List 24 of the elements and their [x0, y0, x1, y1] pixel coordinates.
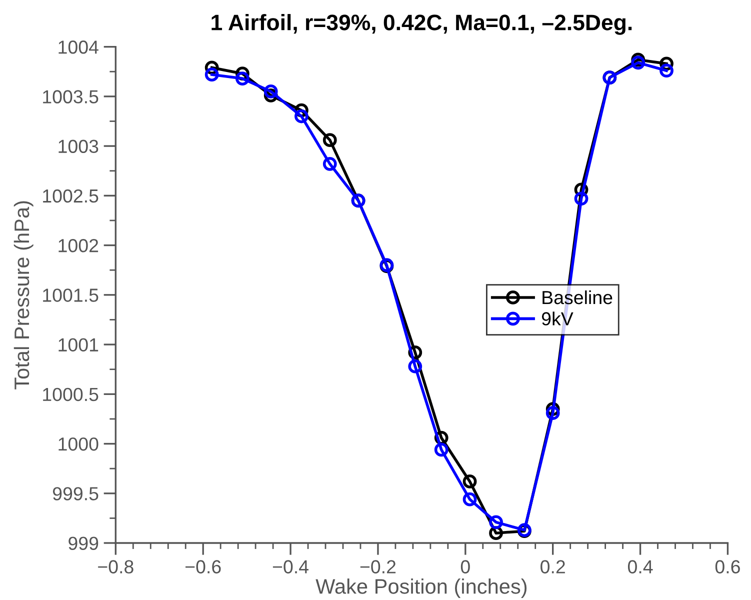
x-tick-label: −0.4 [272, 560, 308, 574]
y-axis-title: Total Pressure (hPa) [14, 201, 34, 390]
x-tick-label: 0 [460, 560, 470, 574]
y-tick-label: 1001 [58, 338, 98, 352]
y-tick-label: 1003.5 [43, 90, 98, 104]
x-tick-label: 0.2 [540, 560, 565, 574]
y-tick-label: 1003 [58, 140, 98, 154]
y-tick-label: 1001.5 [43, 288, 98, 302]
y-tick-label: 1002.5 [43, 189, 98, 203]
y-tick-label: 1004 [58, 40, 98, 54]
x-tick-label: −0.8 [98, 560, 134, 574]
x-tick-label: 0.6 [715, 560, 740, 574]
legend-label: 9kV [542, 312, 574, 326]
chart-title: 1 Airfoil, r=39%, 0.42C, Ma=0.1, –2.5Deg. [212, 14, 632, 35]
x-axis-title: Wake Position (inches) [316, 578, 527, 598]
y-tick-label: 1000 [58, 437, 98, 451]
x-tick-label: −0.2 [360, 560, 396, 574]
y-tick-label: 999.5 [52, 487, 98, 500]
y-tick-label: 1002 [58, 238, 98, 252]
x-tick-label: 0.4 [628, 560, 653, 574]
x-tick-label: −0.6 [186, 560, 221, 574]
legend-label: Baseline [542, 290, 612, 304]
y-tick-label: 999 [68, 536, 98, 550]
y-tick-label: 1000.5 [43, 388, 98, 402]
